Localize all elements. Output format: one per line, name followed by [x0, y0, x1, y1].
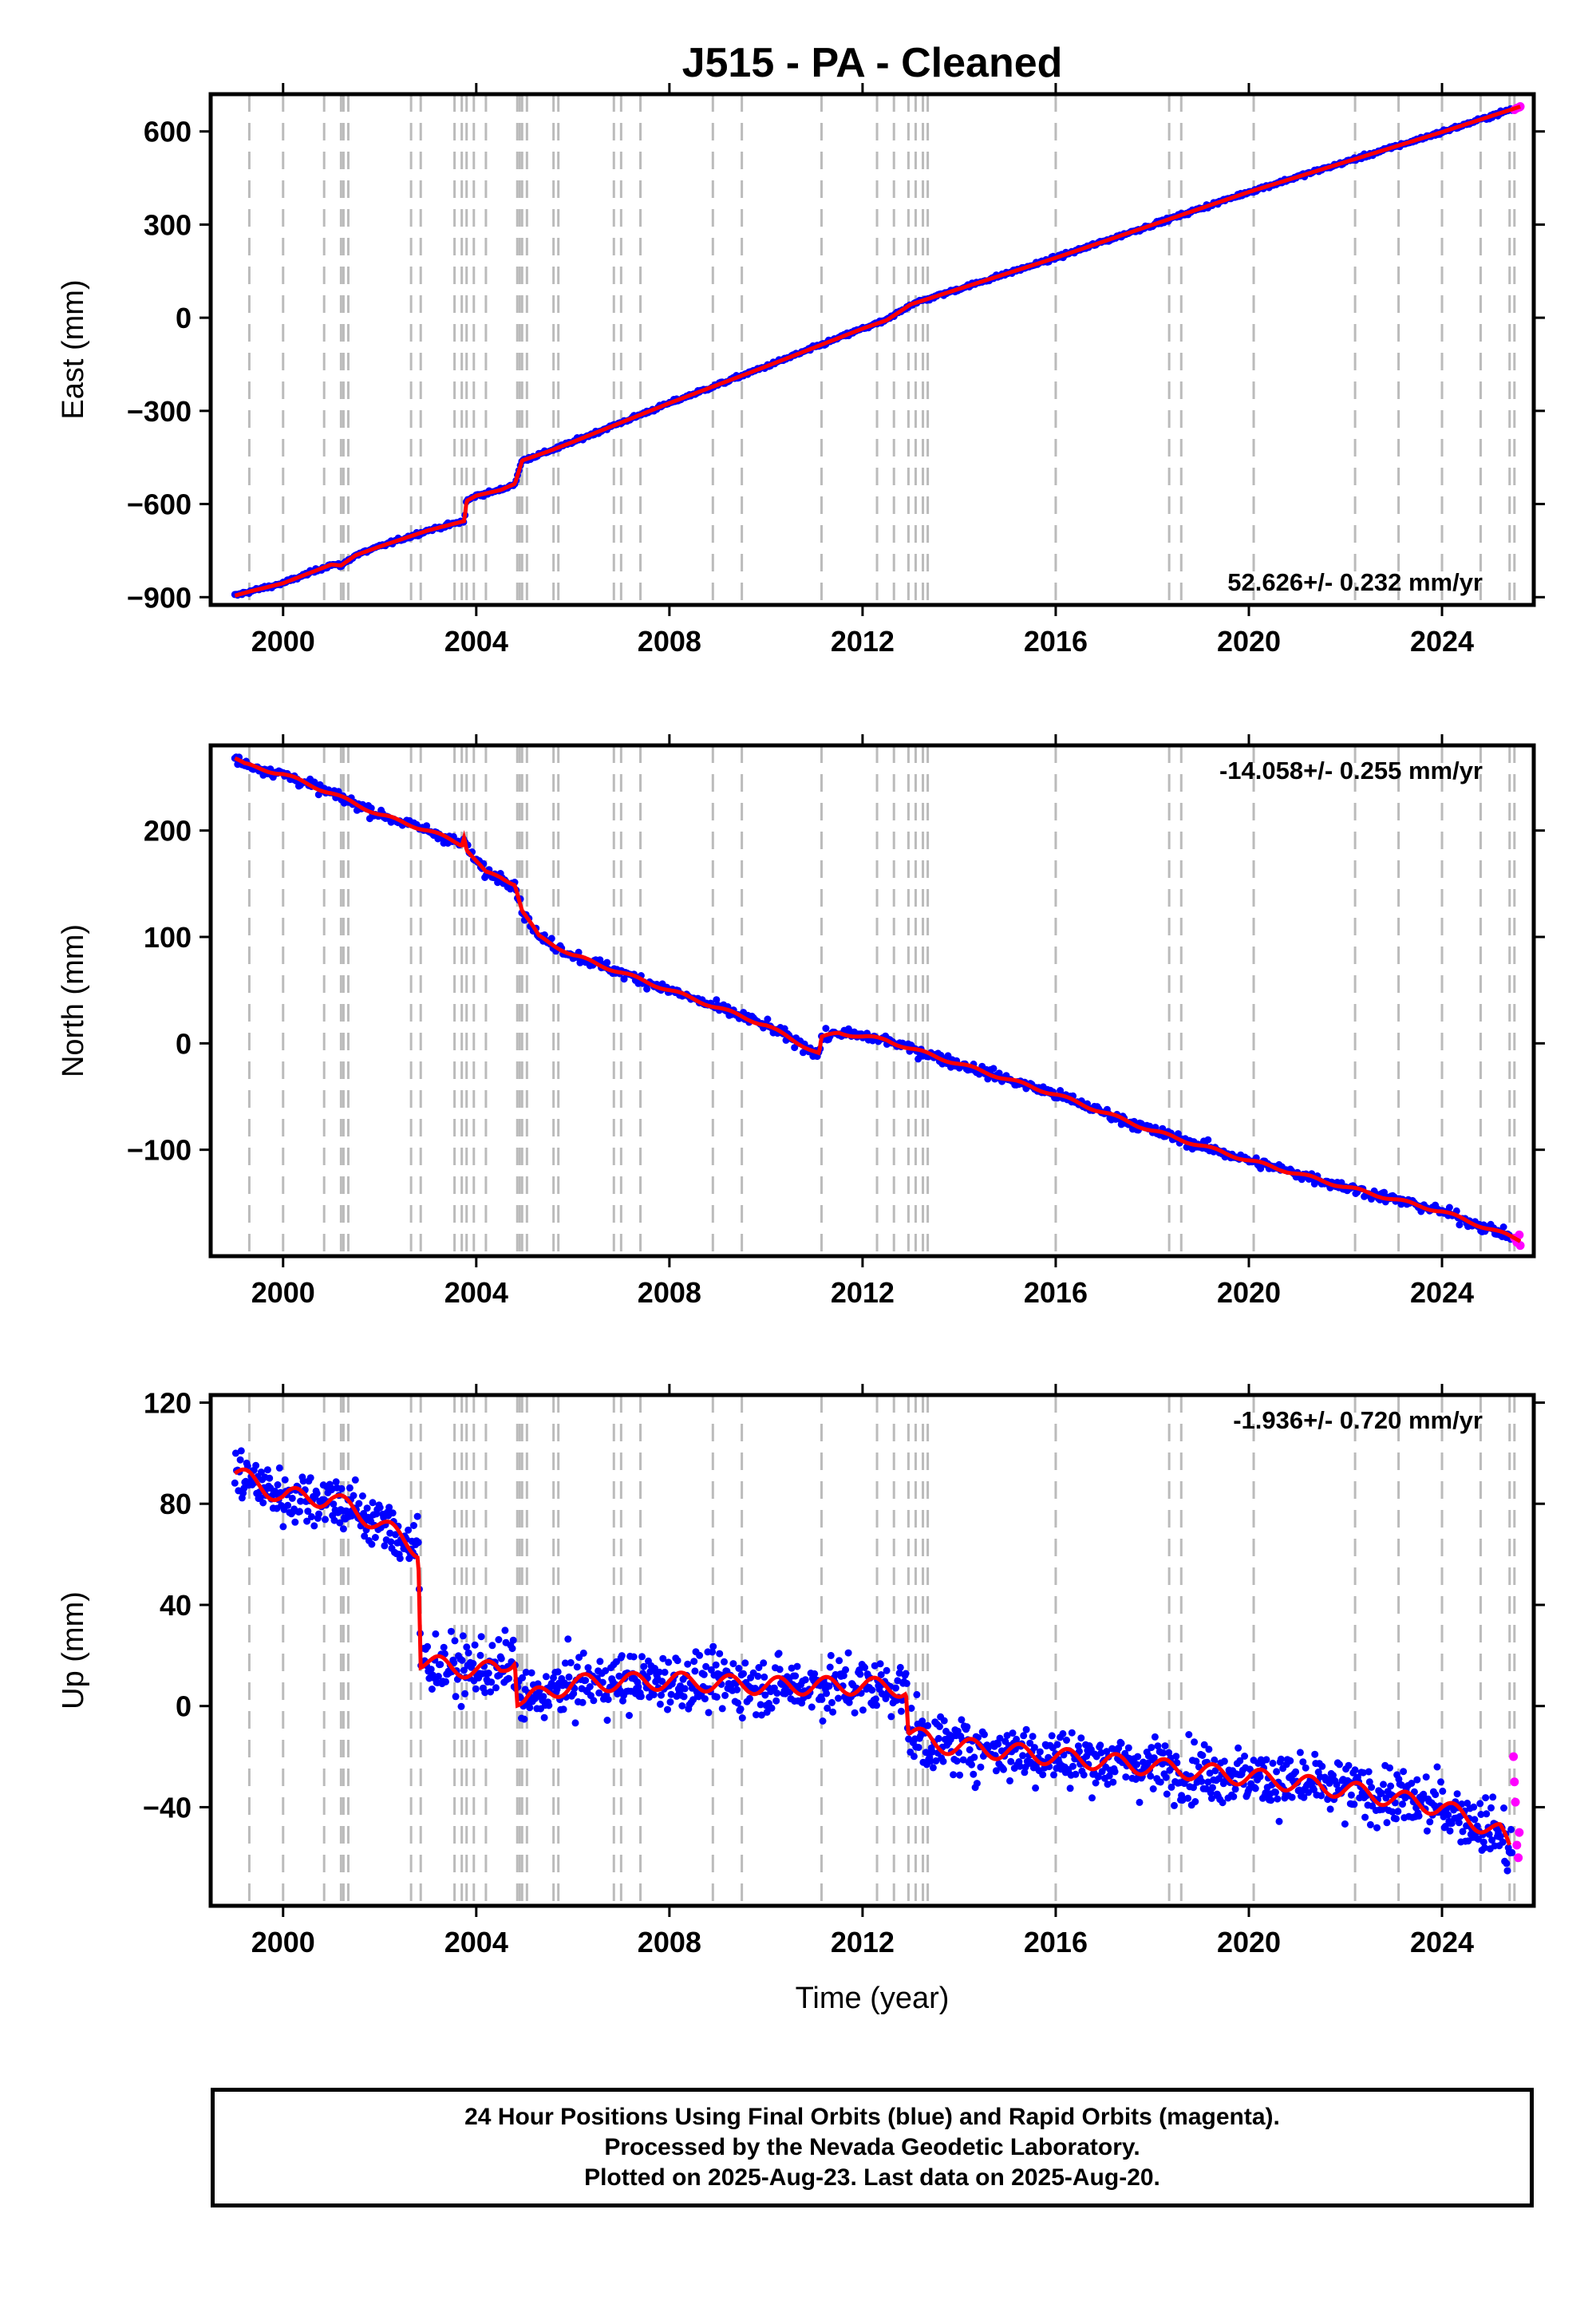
x-tick-label: 2012	[831, 625, 895, 658]
x-tick-label: 2020	[1217, 1926, 1281, 1958]
rate-label: 52.626+/- 0.232 mm/yr	[1227, 568, 1483, 596]
y-tick-label: −600	[127, 488, 192, 521]
y-tick-label: 120	[144, 1387, 192, 1420]
rapid-orbit-point	[1509, 1752, 1519, 1761]
x-axis-label: Time (year)	[796, 1982, 950, 2015]
y-tick-label: 40	[160, 1589, 192, 1622]
final-orbit-points	[231, 105, 1516, 599]
plot-frame	[208, 92, 1536, 607]
x-tick-label: 2016	[1024, 1926, 1088, 1958]
y-tick-label: −100	[127, 1134, 192, 1167]
rapid-orbit-point	[1515, 1230, 1524, 1239]
x-tick-label: 2012	[831, 1926, 895, 1958]
x-tick-label: 2004	[444, 1926, 508, 1958]
x-tick-label: 2024	[1410, 1926, 1474, 1958]
y-tick-label: −40	[143, 1791, 192, 1824]
y-tick-label: 0	[176, 1690, 192, 1723]
caption-line-1: 24 Hour Positions Using Final Orbits (bl…	[464, 2104, 1280, 2130]
rapid-orbit-point	[1511, 1797, 1520, 1807]
plot-frame	[208, 743, 1536, 1259]
page-title: J515 - PA - Cleaned	[682, 40, 1063, 86]
x-tick-label: 2024	[1410, 1276, 1474, 1309]
x-tick-label: 2016	[1024, 1276, 1088, 1309]
caption-line-3: Plotted on 2025-Aug-23. Last data on 202…	[584, 2164, 1160, 2191]
y-tick-label: 80	[160, 1488, 192, 1520]
y-tick-label: −300	[127, 395, 192, 428]
rapid-orbit-point	[1514, 1853, 1523, 1863]
x-tick-label: 2000	[251, 625, 315, 658]
x-tick-label: 2024	[1410, 625, 1474, 658]
x-tick-label: 2008	[638, 1926, 701, 1958]
y-tick-label: 600	[144, 116, 192, 148]
rapid-orbit-point	[1515, 1241, 1525, 1251]
final-orbit-points	[231, 753, 1516, 1243]
y-axis-label: North (mm)	[57, 924, 90, 1077]
caption-box: 24 Hour Positions Using Final Orbits (bl…	[211, 2088, 1534, 2207]
rate-label: -1.936+/- 0.720 mm/yr	[1233, 1406, 1483, 1434]
x-tick-label: 2012	[831, 1276, 895, 1309]
model-line	[234, 105, 1521, 598]
model-line	[234, 756, 1522, 1243]
caption-line-2: Processed by the Nevada Geodetic Laborat…	[604, 2134, 1140, 2160]
rapid-orbit-point	[1515, 1828, 1524, 1837]
y-axis-label: East (mm)	[57, 279, 90, 419]
panel-north: 2000 2004 2008 2012 2016 2020 2024 −100 0 100 200 N…	[57, 734, 1545, 1309]
y-tick-label: 200	[144, 815, 192, 848]
y-tick-label: 0	[176, 302, 192, 334]
x-tick-label: 2004	[444, 1276, 508, 1309]
x-tick-label: 2004	[444, 625, 508, 658]
model-line	[233, 1467, 1512, 1846]
y-tick-label: 100	[144, 921, 192, 954]
step-lines	[247, 1395, 1516, 1906]
x-tick-label: 2000	[251, 1926, 315, 1958]
rapid-orbit-point	[1512, 1840, 1522, 1850]
y-axis-label: Up (mm)	[57, 1591, 90, 1709]
final-orbit-points	[231, 1447, 1516, 1875]
x-tick-label: 2020	[1217, 1276, 1281, 1309]
rate-label: -14.058+/- 0.255 mm/yr	[1219, 757, 1483, 785]
panel-east: 2000 2004 2008 2012 2016 2020 2024 −900 −600 −300…	[57, 83, 1545, 658]
y-tick-label: −900	[127, 581, 192, 614]
rapid-orbit-point	[1510, 1777, 1519, 1787]
y-tick-label: 300	[144, 208, 192, 241]
y-tick-label: 0	[176, 1027, 192, 1060]
x-tick-label: 2020	[1217, 625, 1281, 658]
x-tick-label: 2000	[251, 1276, 315, 1309]
plot-frame	[208, 1393, 1536, 1908]
x-tick-label: 2008	[638, 1276, 701, 1309]
x-tick-label: 2008	[638, 625, 701, 658]
x-tick-label: 2016	[1024, 625, 1088, 658]
panel-up: 2000 2004 2008 2012 2016 2020 2024 −40 0 40 80 120 U…	[57, 1384, 1545, 1958]
